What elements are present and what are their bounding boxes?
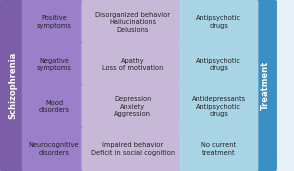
FancyBboxPatch shape [179,0,258,45]
FancyBboxPatch shape [22,126,86,171]
FancyBboxPatch shape [81,0,184,45]
Text: Antipsychotic
drugs: Antipsychotic drugs [196,15,241,29]
FancyBboxPatch shape [22,42,86,87]
Text: Mood
disorders: Mood disorders [39,100,69,113]
Text: Antidepressants
Antipsychotic
drugs: Antidepressants Antipsychotic drugs [192,96,246,117]
FancyBboxPatch shape [179,126,258,171]
Text: Positive
symptoms: Positive symptoms [36,15,71,29]
FancyBboxPatch shape [81,126,184,171]
Text: Schizophrenia: Schizophrenia [9,52,17,119]
Text: Impaired behavior
Deficit in social cognition: Impaired behavior Deficit in social cogn… [91,142,175,156]
FancyBboxPatch shape [81,42,184,87]
Text: Depression
Anxiety
Aggression: Depression Anxiety Aggression [114,96,151,117]
Text: Antipsychotic
drugs: Antipsychotic drugs [196,58,241,71]
FancyBboxPatch shape [254,0,277,171]
FancyBboxPatch shape [179,84,258,129]
FancyBboxPatch shape [0,0,26,171]
Text: Neurocognitive
disorders: Neurocognitive disorders [29,142,79,156]
FancyBboxPatch shape [22,84,86,129]
Text: Disorganized behavior
Hallucinations
Delusions: Disorganized behavior Hallucinations Del… [95,12,170,33]
FancyBboxPatch shape [81,84,184,129]
Text: Negative
symptoms: Negative symptoms [36,58,71,71]
Text: Apathy
Loss of motivation: Apathy Loss of motivation [102,58,163,71]
Text: Treatment: Treatment [261,61,270,110]
Text: No current
treatment: No current treatment [201,142,236,156]
FancyBboxPatch shape [179,42,258,87]
FancyBboxPatch shape [22,0,86,45]
